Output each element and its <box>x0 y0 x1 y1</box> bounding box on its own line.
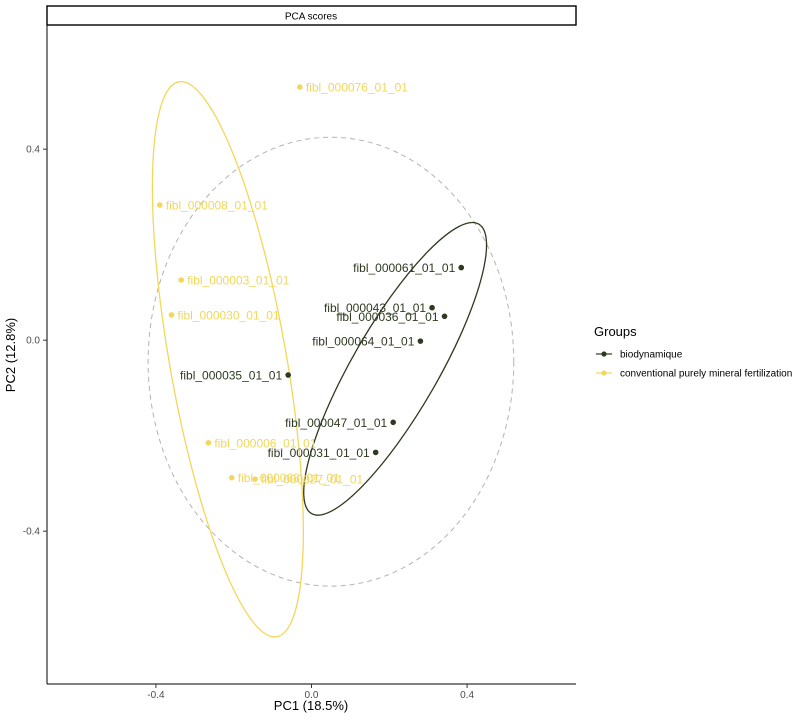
y-tick-label: 0.4 <box>26 145 40 156</box>
correlation-circle <box>147 136 515 587</box>
legend-title: Groups <box>594 324 637 339</box>
point-label-fibl_000031_01_01: fibl_000031_01_01 <box>268 446 370 460</box>
point-label-fibl_000006_01_01: fibl_000006_01_01 <box>214 436 316 450</box>
point-label-fibl_000003_01_01: fibl_000003_01_01 <box>187 274 289 288</box>
point-label-fibl_000035_01_01: fibl_000035_01_01 <box>180 369 282 383</box>
point-fibl_000036_01_01 <box>441 313 448 320</box>
point-label-fibl_000043_01_01: fibl_000043_01_01 <box>324 301 426 315</box>
y-tick-label: -0.4 <box>23 527 41 538</box>
point-fibl_000030_01_01 <box>168 312 175 318</box>
point-label-layer: fibl_000061_01_01fibl_000043_01_01fibl_0… <box>166 81 456 487</box>
point-fibl_000035_01_01 <box>285 372 291 378</box>
point-label-fibl_000068_01_01: fibl_000068_01_01 <box>238 471 340 485</box>
point-fibl_000043_01_01 <box>429 304 435 311</box>
point-fibl_000064_01_01 <box>417 338 424 344</box>
point-fibl_000068_01_01 <box>228 474 235 481</box>
point-label-fibl_000030_01_01: fibl_000030_01_01 <box>177 308 279 322</box>
point-label-fibl_000036_01_01: fibl_000036_01_01 <box>336 310 438 324</box>
point-fibl_000027_01_01 <box>252 476 258 482</box>
legend: Groups biodynamique conventional purely m… <box>594 324 792 380</box>
point-fibl_000061_01_01 <box>458 264 465 271</box>
x-axis-title: PC1 (18.5%) <box>274 698 348 713</box>
ellipse-layer <box>151 80 488 638</box>
point-label-fibl_000064_01_01: fibl_000064_01_01 <box>312 335 414 349</box>
tick-layer: -0.4 0.0 0.4 -0.4 0.0 0.4 <box>23 145 475 701</box>
x-tick-label: 0.4 <box>460 690 474 701</box>
x-tick-label: 0.0 <box>305 690 319 701</box>
chart-title: PCA scores <box>285 12 337 23</box>
point-fibl_000008_01_01 <box>157 202 163 208</box>
legend-key-point <box>601 370 607 376</box>
correlation-circle-layer <box>147 136 515 587</box>
legend-key-point <box>601 351 607 357</box>
point-fibl_000031_01_01 <box>372 449 379 456</box>
legend-label-conventional-purely-mineral-fertilization: conventional purely mineral fertilizatio… <box>620 369 792 380</box>
point-fibl_000003_01_01 <box>178 277 184 283</box>
point-layer <box>157 84 465 482</box>
facet-strip <box>46 5 577 26</box>
point-fibl_000076_01_01 <box>297 84 303 90</box>
point-label-fibl_000047_01_01: fibl_000047_01_01 <box>285 416 387 430</box>
point-label-fibl_000076_01_01: fibl_000076_01_01 <box>306 81 408 95</box>
point-label-fibl_000027_01_01: fibl_000027_01_01 <box>261 473 363 487</box>
y-tick-label: 0.0 <box>26 336 40 347</box>
y-axis-title: PC2 (12.8%) <box>3 318 18 392</box>
ellipse-conventional-purely-mineral-fertilization <box>151 80 304 638</box>
point-label-fibl_000061_01_01: fibl_000061_01_01 <box>353 261 455 275</box>
ellipse-biodynamique <box>303 221 488 516</box>
x-tick-label: -0.4 <box>147 690 165 701</box>
point-fibl_000006_01_01 <box>205 440 212 446</box>
point-label-fibl_000008_01_01: fibl_000008_01_01 <box>166 199 268 213</box>
legend-entries: biodynamique conventional purely mineral … <box>596 350 792 380</box>
legend-label-biodynamique: biodynamique <box>620 350 683 361</box>
point-fibl_000047_01_01 <box>390 419 396 426</box>
